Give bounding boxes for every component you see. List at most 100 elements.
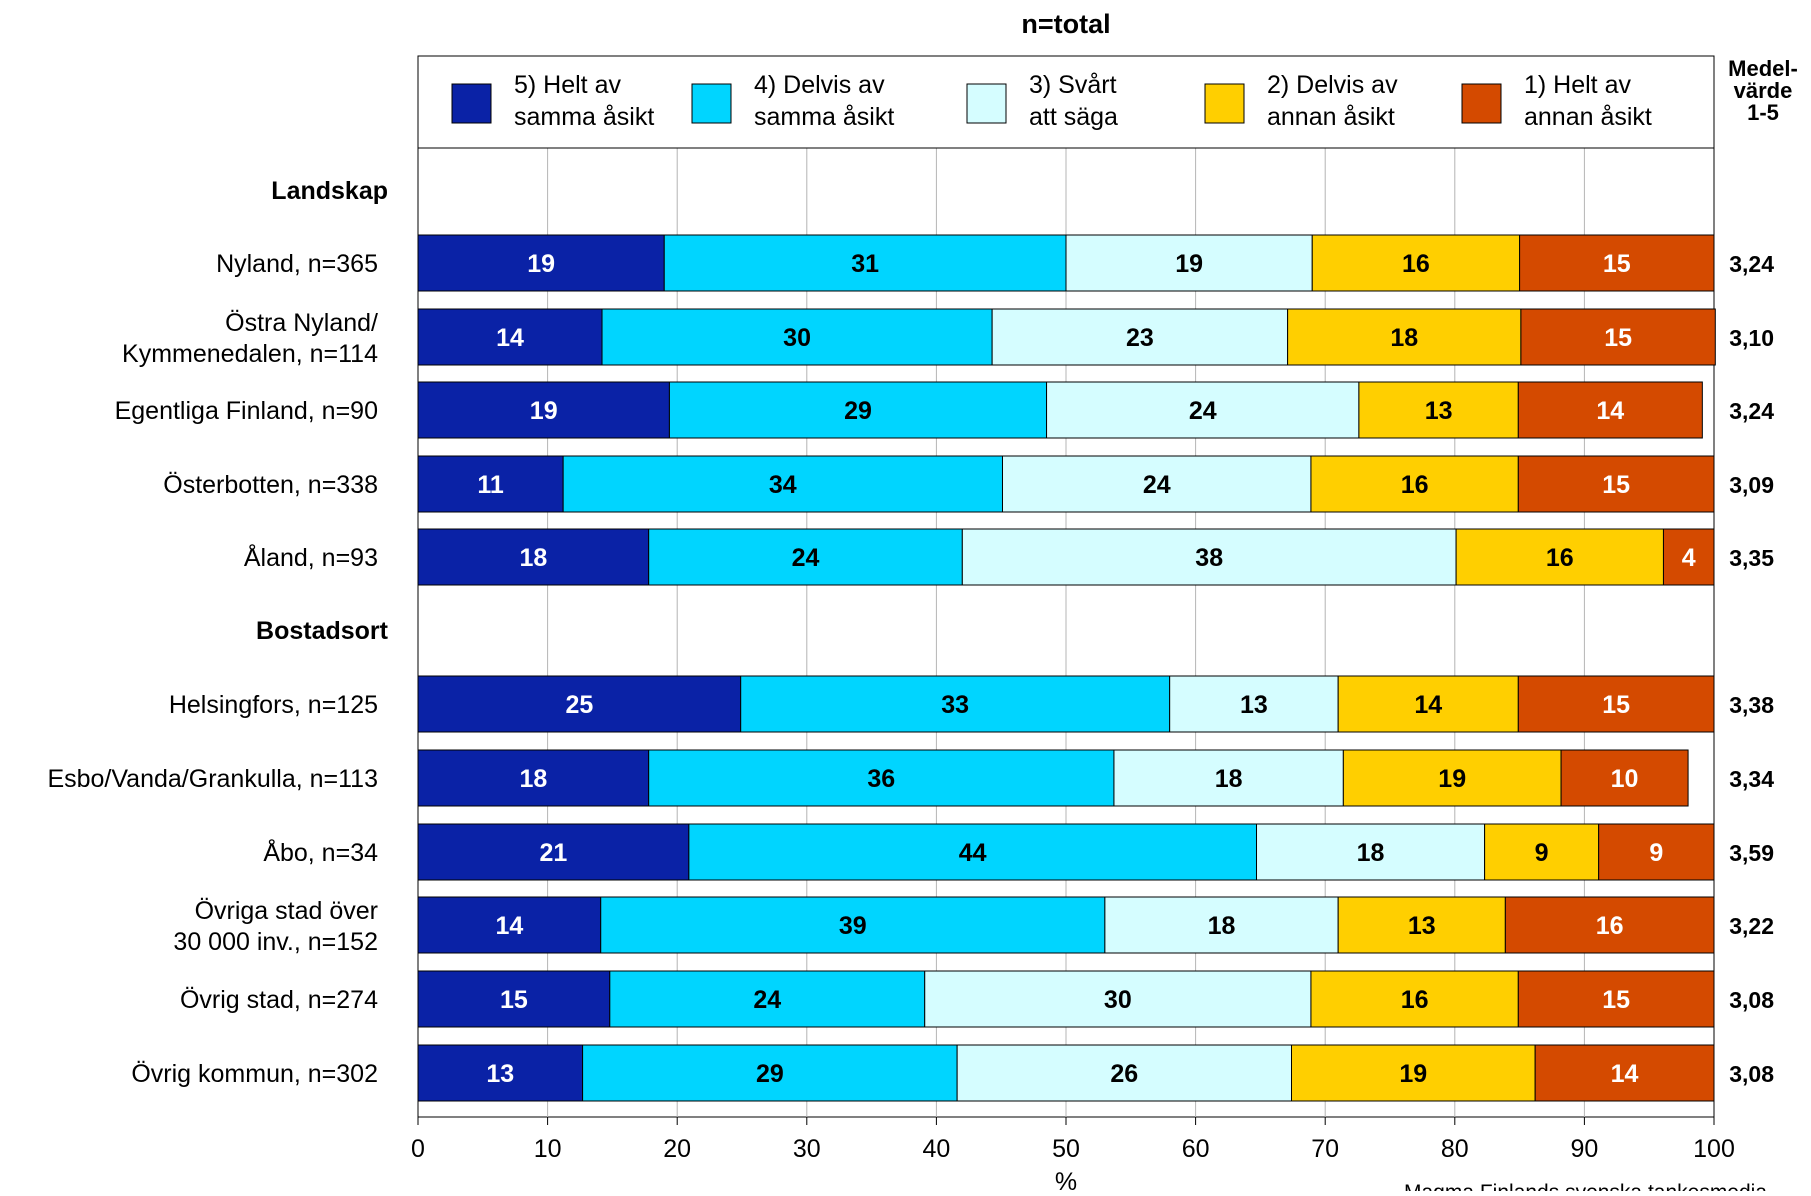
mean-value: 3,35	[1729, 545, 1774, 571]
group-heading: Bostadsort	[256, 617, 389, 645]
row-label: 30 000 inv., n=152	[173, 928, 378, 956]
data-label: 9	[1535, 839, 1549, 867]
bar-segment	[1291, 1044, 1536, 1102]
data-label: 21	[540, 839, 568, 867]
data-label: 31	[851, 250, 879, 278]
bar-segment	[417, 308, 603, 366]
data-label: 14	[1596, 397, 1624, 425]
data-label: 25	[565, 691, 593, 719]
legend-label: 5) Helt av	[514, 71, 621, 99]
bar-segment	[991, 308, 1289, 366]
x-tick-label: 100	[1693, 1135, 1735, 1163]
chart-title: n=total	[1021, 9, 1110, 39]
mean-value: 3,24	[1729, 251, 1774, 277]
mean-value: 3,24	[1729, 398, 1774, 424]
x-tick-label: 80	[1441, 1135, 1469, 1163]
bar-segment	[663, 234, 1067, 292]
x-tick-label: 10	[534, 1135, 562, 1163]
bar-segment	[1560, 749, 1689, 807]
bar-segment	[1001, 455, 1312, 513]
x-tick-label: 70	[1311, 1135, 1339, 1163]
bar-segment	[1169, 675, 1339, 733]
row-label: Övriga stad över	[195, 897, 378, 925]
bar-segment	[1342, 749, 1562, 807]
data-label: 15	[1602, 691, 1630, 719]
mean-value: 3,10	[1729, 325, 1774, 351]
row-label: Östra Nyland/	[225, 309, 378, 337]
data-label: 26	[1110, 1060, 1138, 1088]
mean-header: värde	[1734, 78, 1793, 103]
data-label: 15	[1602, 471, 1630, 499]
mean-value: 3,59	[1729, 840, 1774, 866]
bar-segment	[601, 308, 993, 366]
data-label: 11	[477, 471, 504, 499]
bar-segment	[1065, 234, 1313, 292]
data-label: 15	[1604, 324, 1632, 352]
x-tick-label: 40	[922, 1135, 950, 1163]
legend-swatch	[451, 83, 492, 124]
bar-segment	[609, 970, 926, 1028]
x-tick-label: 20	[663, 1135, 691, 1163]
legend-swatch	[1204, 83, 1245, 124]
data-label: 15	[1603, 250, 1631, 278]
bar-segment	[1287, 308, 1522, 366]
legend-label: annan åsikt	[1524, 103, 1652, 131]
bar-segment	[417, 896, 602, 954]
legend-box	[417, 55, 1715, 149]
x-tick-label: 0	[411, 1135, 425, 1163]
bar-segment	[1662, 528, 1715, 586]
data-label: 14	[495, 912, 523, 940]
x-tick-label: 50	[1052, 1135, 1080, 1163]
mean-value: 3,22	[1729, 913, 1774, 939]
row-label: Egentliga Finland, n=90	[115, 397, 378, 425]
data-label: 10	[1611, 765, 1639, 793]
data-label: 19	[527, 250, 555, 278]
data-label: 14	[1611, 1060, 1639, 1088]
legend-label: samma åsikt	[754, 103, 894, 131]
legend-label: 2) Delvis av	[1267, 71, 1398, 99]
data-label: 14	[496, 324, 524, 352]
source-note: Magma Finlands svenska tankesmedja	[1404, 1181, 1767, 1191]
data-label: 33	[941, 691, 969, 719]
row-label: Övrig kommun, n=302	[131, 1060, 378, 1088]
legend-label: att säga	[1029, 103, 1118, 131]
data-label: 14	[1414, 691, 1442, 719]
mean-value: 3,34	[1729, 766, 1774, 792]
x-tick-label: 30	[793, 1135, 821, 1163]
mean-value: 3,08	[1729, 987, 1774, 1013]
legend-swatch	[966, 83, 1007, 124]
bar-segment	[1310, 970, 1519, 1028]
data-label: 18	[1357, 839, 1385, 867]
bar-segment	[1598, 823, 1715, 881]
bar-segment	[1517, 381, 1703, 439]
data-label: 16	[1401, 471, 1429, 499]
legend-label: 3) Svårt	[1029, 71, 1117, 99]
data-label: 19	[1175, 250, 1203, 278]
bar-segment	[562, 455, 1003, 513]
bar-segment	[600, 896, 1106, 954]
data-label: 29	[844, 397, 872, 425]
bar-segment	[668, 381, 1048, 439]
bar-segment	[417, 749, 650, 807]
bar-segment	[417, 823, 690, 881]
data-label: 16	[1401, 986, 1429, 1014]
legend-swatch	[691, 83, 732, 124]
bar-segment	[417, 381, 670, 439]
group-heading: Landskap	[271, 177, 388, 205]
x-tick-label: 90	[1570, 1135, 1598, 1163]
data-label: 13	[1425, 397, 1453, 425]
bar-segment	[1517, 970, 1715, 1028]
data-label: 16	[1596, 912, 1624, 940]
data-label: 30	[783, 324, 811, 352]
data-label: 15	[500, 986, 528, 1014]
bar-segment	[1311, 234, 1521, 292]
data-label: 24	[1189, 397, 1217, 425]
bar-segment	[1337, 675, 1519, 733]
data-label: 44	[959, 839, 987, 867]
x-tick-label: 60	[1182, 1135, 1210, 1163]
data-label: 36	[867, 765, 895, 793]
data-label: 38	[1195, 544, 1223, 572]
bar-segment	[582, 1044, 958, 1102]
